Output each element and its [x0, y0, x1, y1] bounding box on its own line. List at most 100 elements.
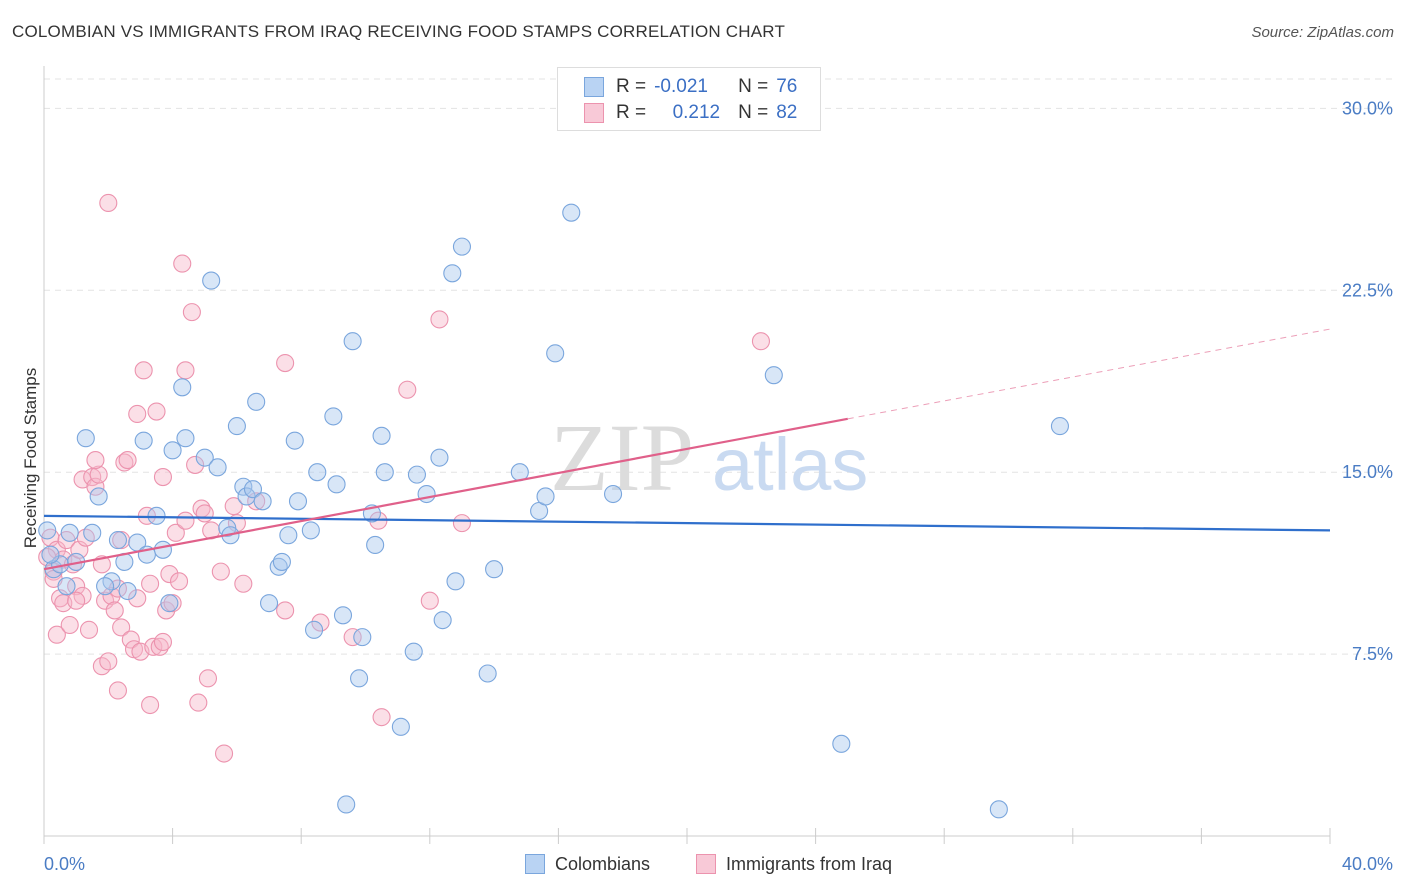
iraq-point: [86, 477, 105, 496]
legend-r-label: R =: [616, 76, 647, 97]
colombian-point: [478, 664, 497, 683]
legend-n-label: N =: [738, 76, 769, 97]
colombian-point: [832, 734, 851, 753]
iraq-point: [118, 451, 137, 470]
iraq-point: [128, 589, 147, 608]
colombian-point: [96, 577, 115, 596]
iraq-point: [189, 693, 208, 712]
iraq-point: [160, 565, 179, 584]
colombian-point: [417, 484, 436, 504]
tick-labels: 7.5% 15.0% 22.5% 30.0% 0.0% 40.0%: [44, 98, 1393, 874]
legend-row-iraq: R = 0.212 N = 82: [584, 100, 797, 126]
iraq-point: [343, 628, 362, 647]
colombian-point: [430, 448, 449, 467]
colombian-point: [350, 669, 369, 688]
colombian-point: [285, 431, 304, 450]
bottom-legend-label: Colombians: [555, 853, 651, 874]
colombian-point: [176, 429, 195, 448]
trend-lines: [43, 328, 1331, 571]
colombian-point: [604, 484, 623, 504]
colombian-point: [41, 545, 60, 564]
iraq-trend-line: [43, 417, 848, 571]
colombian-point: [147, 506, 166, 525]
colombian-point: [227, 417, 246, 436]
bottom-legend-colombians: Colombians: [525, 851, 650, 877]
iraq-point: [67, 577, 86, 596]
colombian-point: [343, 332, 362, 351]
legend-swatch-blue: [584, 77, 604, 97]
colombian-point: [272, 552, 291, 571]
iraq-point: [276, 601, 295, 620]
iraq-point: [115, 453, 134, 472]
colombian-point: [546, 344, 565, 363]
colombian-point: [443, 264, 462, 283]
colombian-point: [391, 717, 410, 736]
legend-n-label: N =: [738, 102, 769, 123]
gridlines: [44, 78, 1393, 655]
legend-n-value: 82: [776, 102, 798, 123]
iraq-point: [99, 193, 118, 213]
iraq-point: [141, 695, 160, 715]
iraq-point: [224, 497, 243, 516]
colombian-point: [333, 606, 353, 625]
iraq-point: [311, 613, 330, 632]
iraq-point: [430, 310, 449, 329]
iraq-point: [128, 404, 147, 424]
axes: [43, 66, 1331, 844]
iraq-point: [121, 630, 140, 649]
bottom-swatch-pink: [696, 854, 716, 874]
colombian-point: [76, 429, 95, 448]
colombian-point: [57, 577, 76, 596]
iraq-point: [198, 669, 218, 688]
colombian-point: [202, 271, 221, 290]
bottom-legend-label: Immigrants from Iraq: [726, 853, 893, 874]
legend-swatch-pink: [584, 103, 604, 123]
legend-r-value: 0.212: [672, 102, 721, 123]
colombian-trend-line: [43, 514, 1331, 532]
iraq-point: [112, 618, 131, 637]
colombian-point: [989, 800, 1008, 819]
colombian-point: [337, 795, 356, 814]
colombian-point: [208, 458, 227, 477]
colombian-point: [247, 392, 266, 411]
colombian-point: [288, 492, 308, 511]
iraq-point: [60, 615, 79, 635]
colombian-point: [452, 237, 472, 256]
iraq-point: [234, 574, 253, 593]
iraq-point: [144, 637, 163, 656]
colombian-point: [324, 407, 343, 426]
iraq-point: [276, 353, 295, 373]
bottom-swatch-blue: [525, 854, 545, 874]
legend-n-value: 76: [776, 76, 798, 97]
y-tick-label: 7.5%: [1352, 644, 1393, 664]
iraq-point: [141, 574, 160, 593]
colombian-point: [562, 203, 581, 222]
y-tick-label: 30.0%: [1342, 98, 1393, 118]
colombian-point: [485, 560, 504, 579]
colombian-point: [253, 492, 272, 511]
iraq-point: [372, 708, 391, 727]
colombian-point: [153, 540, 173, 559]
colombian-point: [404, 642, 423, 661]
colombian-point: [305, 620, 324, 639]
legend-r-label: R =: [616, 102, 647, 123]
legend-r-value: -0.021: [654, 76, 708, 97]
iraq-point: [105, 601, 124, 620]
y-axis-title: Receiving Food Stamps: [21, 368, 40, 548]
iraq-point: [195, 504, 214, 523]
iraq-point: [176, 361, 195, 380]
iraq-point: [182, 303, 201, 322]
colombian-point: [269, 557, 288, 576]
iraq-point: [89, 465, 108, 484]
colombian-point: [243, 480, 263, 499]
iraq-point: [150, 637, 169, 656]
correlation-legend: R = -0.021 N = 76 R = 0.212 N = 82: [557, 67, 821, 131]
colombian-point: [372, 426, 391, 445]
colombian-point: [308, 463, 327, 482]
legend-row-colombians: R = -0.021 N = 76: [584, 74, 797, 100]
iraq-point: [247, 492, 266, 511]
y-tick-label: 22.5%: [1342, 280, 1393, 300]
colombian-point: [327, 475, 346, 494]
iraq-point: [108, 681, 127, 700]
